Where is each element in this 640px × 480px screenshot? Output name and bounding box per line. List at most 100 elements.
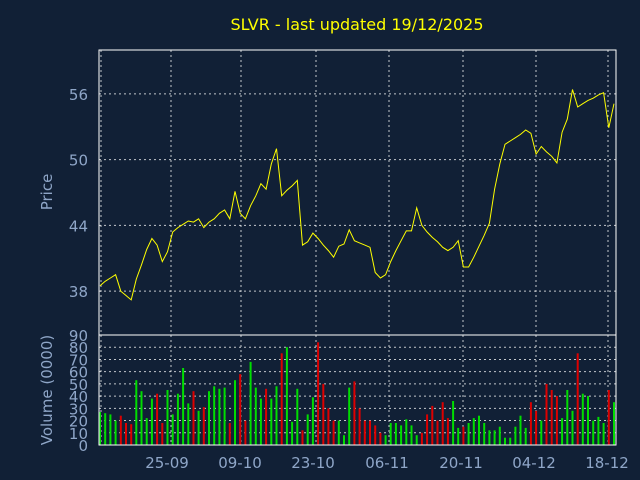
volume-bar [249,361,252,445]
volume-bar [337,420,340,445]
volume-bar [524,427,527,445]
volume-tick-label: 90 [69,327,88,345]
volume-bar [104,413,107,445]
volume-bar [244,420,247,445]
volume-bar [275,386,278,445]
volume-bar [150,398,153,445]
volume-bar [555,396,558,445]
volume-tick-label: 10 [69,425,88,443]
volume-tick-label: 30 [69,400,88,418]
price-axis-label: Price [38,174,56,211]
volume-bar [389,423,392,445]
volume-tick-label: 70 [69,351,88,369]
volume-bar [509,437,512,445]
volume-bar [415,435,418,445]
date-tick-label: 18-12 [585,454,629,472]
volume-bar [317,342,320,445]
volume-bar [545,383,548,445]
volume-bar [374,425,377,445]
volume-bar [213,386,216,445]
price-line [99,89,615,301]
volume-bar [462,426,465,445]
volume-tick-label: 20 [69,413,88,431]
volume-bar [358,408,361,445]
volume-bar [171,414,174,445]
volume-bar [327,408,330,445]
volume-bar [187,403,190,445]
volume-bar [291,421,294,445]
volume-bar [400,425,403,445]
volume-bar [504,437,506,445]
volume-bar [410,425,413,445]
volume-bar [571,410,574,445]
volume-bar [514,426,517,445]
volume-bar [529,402,532,445]
volume-bar [420,432,423,445]
price-tick-label: 56 [69,86,88,104]
volume-bar [488,430,491,445]
volume-bar [472,418,475,445]
volume-bar [394,423,397,445]
price-tick-label: 38 [69,283,88,301]
volume-bar [311,397,314,445]
volume-bar [446,418,449,445]
volume-bar [218,388,221,445]
volume-bar [145,418,148,445]
volume-bar [343,435,345,445]
volume-bar [576,353,579,445]
volume-bar [322,383,325,445]
volume-bar [166,390,169,445]
volume-bar [441,402,444,445]
volume-bar [363,420,366,445]
volume-bar [265,388,268,445]
volume-bar [239,374,242,445]
volume-bar [130,424,133,445]
volume-bar [301,430,304,445]
volume-bar [540,420,543,445]
volume-tick-label: 40 [69,388,88,406]
volume-bar [483,423,486,445]
volume-bar [285,347,288,445]
volume-bar [176,393,179,445]
volume-bar [109,414,112,445]
volume-bar [296,388,299,445]
volume-tick-label: 50 [69,376,88,394]
volume-bar [156,393,159,445]
volume-bar [592,420,595,445]
volume-bar [254,387,257,445]
volume-bar [119,415,122,445]
volume-bar [234,380,236,445]
volume-bar [125,423,127,445]
volume-bar [436,420,439,445]
volume-bar [270,398,273,445]
volume-bar [597,416,600,445]
volume-bar [192,391,195,445]
volume-bar [228,423,231,445]
chart-title: SLVR - last updated 19/12/2025 [230,15,483,34]
price-tick-label: 50 [69,152,88,170]
volume-bar [581,393,584,445]
volume-bar [519,415,522,445]
date-tick-label: 20-11 [439,454,483,472]
volume-bar [140,391,143,445]
volume-bar [493,430,496,445]
date-tick-label: 06-11 [365,454,409,472]
volume-bar [587,396,589,445]
volume-bar [280,353,283,445]
volume-bar [202,407,205,445]
volume-bar [467,423,470,445]
volume-bar [223,387,226,445]
volume-bar [431,405,434,445]
date-tick-label: 25-09 [145,454,189,472]
volume-bar [405,419,408,445]
volume-bar [369,420,371,445]
price-plot-frame [98,49,617,336]
price-tick-label: 44 [69,217,88,235]
volume-bar [426,414,429,445]
volume-plot-frame [98,334,617,446]
volume-axis-label: Volume (0000) [38,335,56,445]
volume-bar [197,410,200,445]
volume-bar [332,420,335,445]
